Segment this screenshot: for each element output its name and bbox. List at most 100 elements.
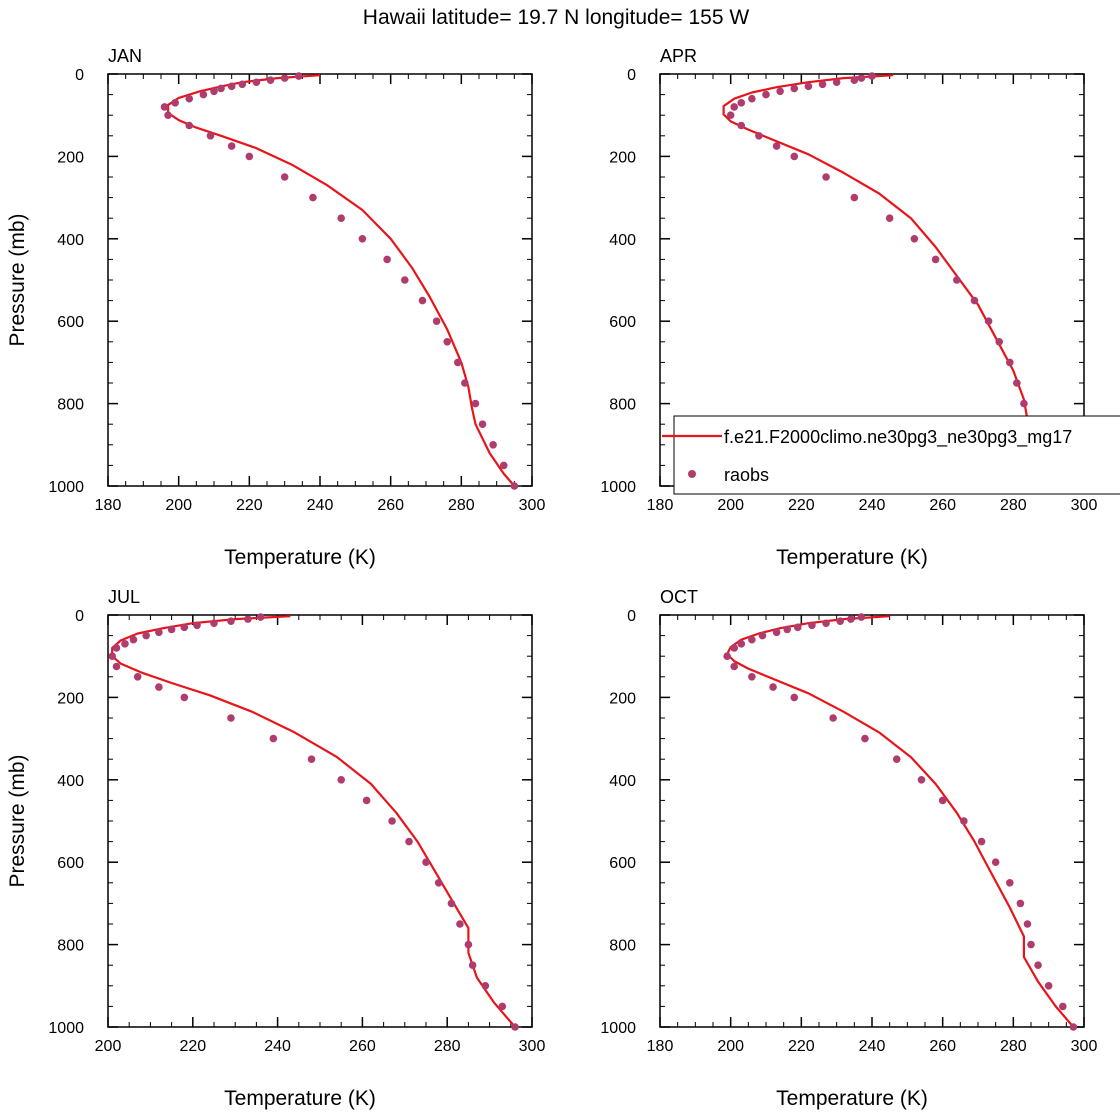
raobs-point — [1013, 379, 1021, 387]
panel-oct: 180 200 220 240 260 280 300 0 200 400 600 800 1000 OC… — [600, 587, 1097, 1110]
raobs-point — [464, 940, 473, 949]
raobs-point — [171, 99, 179, 107]
raobs-point — [280, 74, 289, 82]
x-tick-label: 180 — [647, 1038, 674, 1055]
raobs-point — [794, 623, 802, 632]
raobs-point — [991, 858, 1000, 866]
panel-jul: 200 220 240 260 280 300 0 200 400 600 800 1000 JUL Te… — [6, 587, 545, 1110]
y-tick-label: 0 — [627, 608, 636, 625]
raobs-point — [266, 76, 275, 84]
legend-label: f.e21.F2000climo.ne30pg3_ne30pg3_mg17 — [724, 427, 1072, 448]
raobs-point — [790, 693, 799, 702]
y-tick-label: 400 — [57, 773, 84, 790]
raobs-point — [1016, 899, 1025, 908]
raobs-point — [129, 635, 138, 644]
raobs-point — [383, 255, 391, 264]
raobs-point — [931, 255, 940, 264]
raobs-point — [772, 142, 781, 150]
raobs-point — [471, 399, 480, 408]
raobs-point — [227, 82, 236, 91]
raobs-point — [868, 72, 876, 80]
raobs-point — [829, 714, 837, 722]
raobs-point — [295, 72, 303, 80]
raobs-point — [256, 613, 265, 621]
panel-jan-label: JAN — [108, 46, 142, 66]
raobs-point — [748, 635, 756, 644]
y-axis-label: Pressure (mb) — [6, 213, 29, 346]
raobs-point — [783, 625, 791, 634]
x-tick-label: 260 — [929, 497, 956, 514]
raobs-point — [790, 84, 799, 93]
raobs-point — [850, 76, 859, 84]
raobs-point — [193, 621, 201, 630]
raobs-point — [167, 625, 176, 634]
raobs-point — [160, 103, 169, 111]
raobs-point — [861, 734, 869, 743]
raobs-point — [155, 628, 163, 637]
raobs-point — [1044, 982, 1053, 990]
raobs-point — [269, 734, 278, 743]
raobs-point — [730, 644, 738, 652]
raobs-point — [737, 99, 746, 107]
raobs-point — [210, 619, 218, 628]
y-tick-label: 200 — [609, 690, 636, 707]
raobs-point — [133, 673, 142, 681]
raobs-point — [112, 644, 121, 652]
x-tick-label: 220 — [179, 1038, 206, 1055]
x-tick-label: 220 — [788, 1038, 815, 1055]
x-tick-label: 260 — [929, 1038, 956, 1055]
raobs-point — [977, 837, 986, 846]
x-tick-label: 220 — [788, 497, 815, 514]
y-tick-label: 0 — [75, 67, 84, 84]
raobs-point — [199, 90, 208, 99]
x-tick-label: 220 — [236, 497, 263, 514]
x-axis-label: Temperature (K) — [776, 1087, 928, 1110]
raobs-point — [358, 235, 367, 243]
raobs-point — [112, 662, 121, 671]
raobs-point — [443, 338, 452, 346]
x-tick-label: 280 — [1000, 497, 1027, 514]
model-line — [167, 74, 516, 487]
raobs-point — [790, 152, 799, 161]
raobs-point — [804, 82, 813, 91]
raobs-point — [405, 837, 413, 846]
raobs-point — [1069, 1023, 1078, 1031]
x-tick-label: 300 — [1071, 1038, 1098, 1055]
raobs-point — [970, 296, 979, 305]
raobs-point — [180, 693, 189, 702]
panel-jul-label: JUL — [108, 587, 140, 607]
x-tick-label: 280 — [434, 1038, 461, 1055]
raobs-point — [489, 441, 497, 449]
raobs-point — [309, 193, 317, 202]
raobs-point — [1006, 358, 1014, 367]
raobs-point — [910, 235, 919, 243]
model-line — [722, 74, 1068, 487]
y-tick-label: 200 — [609, 149, 636, 166]
raobs-point — [1020, 399, 1028, 408]
panel-oct-label: OCT — [660, 587, 698, 607]
raobs-point — [762, 90, 770, 99]
x-tick-label: 200 — [717, 1038, 744, 1055]
x-axis-label: Temperature (K) — [776, 546, 928, 569]
x-tick-label: 180 — [95, 497, 122, 514]
x-axis-label: Temperature (K) — [224, 546, 376, 569]
y-tick-label: 600 — [57, 314, 84, 331]
y-tick-label: 400 — [609, 232, 636, 249]
raobs-point — [252, 78, 261, 87]
raobs-point — [245, 152, 254, 161]
legend-box — [673, 415, 1120, 495]
y-tick-label: 1000 — [600, 479, 636, 496]
legend-label: raobs — [724, 465, 769, 485]
raobs-point — [984, 317, 993, 326]
raobs-point — [217, 84, 225, 93]
raobs-point — [758, 631, 767, 640]
raobs-point — [892, 755, 901, 763]
raobs-point — [108, 652, 117, 660]
x-tick-label: 200 — [95, 1038, 122, 1055]
raobs-point — [468, 961, 477, 969]
raobs-point — [995, 338, 1003, 346]
y-tick-label: 800 — [609, 938, 636, 955]
y-axis-label: Pressure (mb) — [6, 754, 29, 887]
raobs-point — [847, 615, 855, 623]
x-axis-label: Temperature (K) — [224, 1087, 376, 1110]
